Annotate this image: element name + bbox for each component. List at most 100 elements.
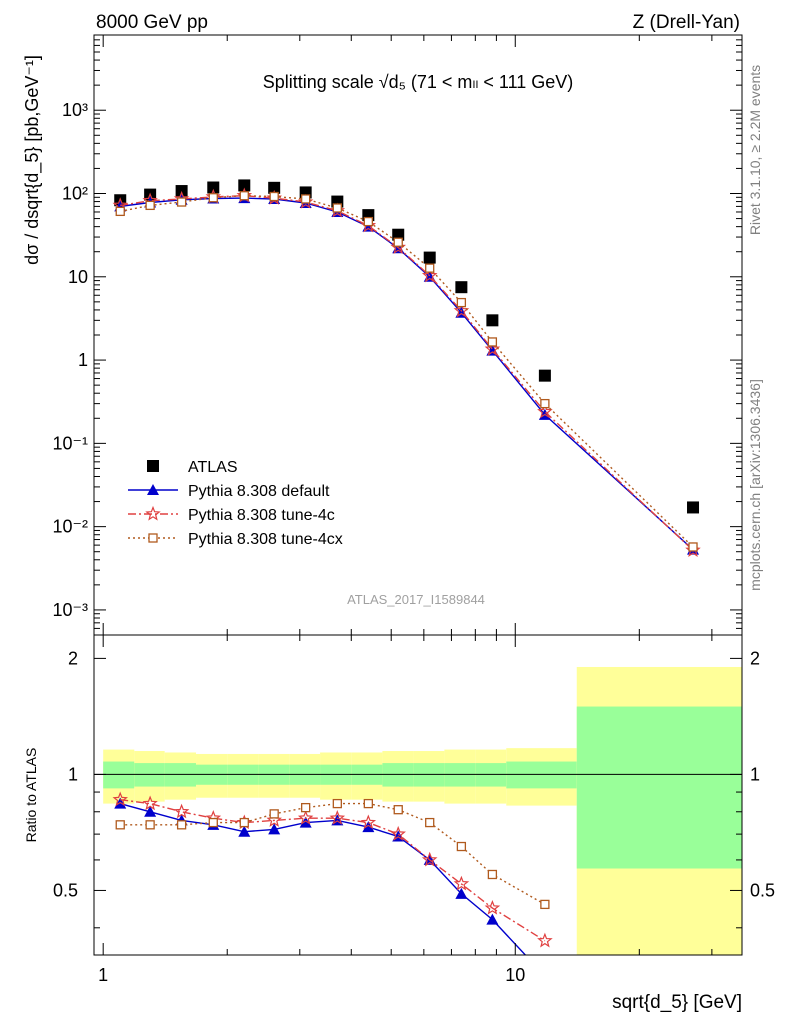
ratio-point-pythia-8-308-tune-4cx — [456, 841, 467, 852]
y-tick-label: 10 — [68, 267, 88, 287]
ratio-frame — [93, 634, 743, 956]
ratio-tick-label-left: 1 — [68, 764, 78, 784]
ratio-point-pythia-8-308-tune-4cx — [115, 820, 125, 830]
ratio-point-pythia-8-308-tune-4c — [297, 810, 314, 825]
data-point-pythia-8-308-tune-4cx — [487, 337, 498, 347]
data-point-pythia-8-308-tune-4cx — [688, 542, 698, 552]
ratio-point-pythia-8-308-tune-4c — [173, 803, 190, 819]
data-point-atlas — [486, 314, 499, 327]
data-point-pythia-8-308-tune-4c — [484, 341, 501, 356]
y-tick-label: 10⁻² — [52, 517, 88, 537]
data-point-pythia-8-308-tune-4cx — [456, 297, 467, 308]
ratio-point-pythia-8-308-default — [144, 805, 157, 817]
y-tick-label: 10³ — [62, 100, 88, 120]
data-point-pythia-8-308-tune-4cx — [269, 191, 279, 202]
ratio-tick-label-right: 1 — [750, 764, 760, 784]
ratio-uncertainty-bands — [94, 666, 742, 955]
chart-title: Splitting scale √d₅ (71 < mₗₗ < 111 GeV) — [263, 72, 574, 92]
data-point-pythia-8-308-tune-4cx — [393, 237, 403, 247]
ratio-point-pythia-8-308-tune-4c — [537, 932, 553, 948]
y-tick-label: 1 — [78, 350, 88, 370]
axes-group: 10⁻³ 10⁻² 10⁻¹ 1 10 10² 10³ 1 10 0.5 0.5 1 1 2 2 — [52, 34, 775, 985]
ratio-line-pythia-8-308-default — [120, 802, 527, 955]
ratio-point-pythia-8-308-tune-4c — [360, 814, 377, 830]
ratio-point-pythia-8-308-default — [362, 821, 375, 833]
data-point-pythia-8-308-tune-4cx — [239, 191, 249, 201]
legend: ATLAS Pythia 8.308 default Pythia 8.308 tu… — [128, 459, 343, 548]
analysis-label: ATLAS_2017_I1589844 — [347, 592, 485, 607]
legend-marker-pythia-8-308-tune-4cx — [148, 533, 158, 543]
data-point-pythia-8-308-tune-4cx — [208, 193, 218, 203]
data-point-atlas — [687, 501, 700, 514]
data-point-pythia-8-308-tune-4cx — [145, 200, 155, 211]
data-point-pythia-8-308-tune-4cx — [115, 206, 125, 217]
main-series-group — [112, 179, 701, 557]
data-point-pythia-8-308-tune-4cx — [425, 263, 435, 273]
legend-marker-pythia-8-308-default — [147, 484, 159, 495]
ratio-point-pythia-8-308-tune-4cx — [393, 805, 403, 815]
x-tick-label: 1 — [98, 965, 108, 985]
ratio-point-pythia-8-308-tune-4c — [142, 795, 158, 811]
data-point-pythia-8-308-tune-4cx — [176, 197, 187, 207]
ratio-point-pythia-8-308-default — [238, 825, 251, 837]
header-right: Z (Drell-Yan) — [633, 12, 740, 33]
ratio-point-pythia-8-308-tune-4c — [112, 791, 128, 807]
y-tick-label: 10⁻¹ — [52, 433, 88, 453]
ratio-point-pythia-8-308-tune-4c — [453, 875, 470, 891]
band-green — [103, 761, 135, 789]
legend-marker-atlas — [147, 460, 159, 472]
side-label-rivet: Rivet 3.1.10, ≥ 2.2M events — [747, 65, 763, 235]
ratio-point-pythia-8-308-default — [486, 913, 499, 925]
ratio-point-pythia-8-308-tune-4cx — [487, 869, 498, 880]
ratio-point-pythia-8-308-tune-4c — [484, 899, 501, 915]
ratio-point-pythia-8-308-default — [299, 816, 312, 828]
ratio-point-pythia-8-308-default — [539, 970, 551, 981]
header-left: 8000 GeV pp — [96, 12, 208, 33]
data-point-atlas — [423, 251, 436, 264]
ratio-point-pythia-8-308-tune-4cx — [540, 899, 550, 910]
data-point-pythia-8-308-tune-4cx — [540, 398, 550, 409]
legend-label-pythia-8-308-tune-4cx: Pythia 8.308 tune-4cx — [188, 531, 343, 548]
data-point-pythia-8-308-tune-4cx — [332, 203, 342, 213]
x-axis-label: sqrt{d_5} [GeV] — [612, 992, 742, 1013]
x-tick-label: 10 — [505, 965, 525, 985]
data-point-atlas — [538, 369, 551, 382]
ratio-y-axis-label: Ratio to ATLAS — [23, 748, 39, 843]
ratio-point-pythia-8-308-tune-4cx — [363, 798, 373, 809]
ratio-point-pythia-8-308-tune-4cx — [425, 817, 435, 828]
ratio-point-pythia-8-308-tune-4cx — [176, 820, 187, 830]
ratio-point-pythia-8-308-tune-4c — [329, 810, 346, 825]
ratio-point-pythia-8-308-default — [268, 823, 281, 835]
data-point-pythia-8-308-tune-4c — [421, 267, 438, 283]
data-point-atlas — [268, 181, 281, 194]
y-tick-label: 10² — [62, 184, 88, 204]
ratio-point-pythia-8-308-default — [455, 887, 468, 899]
ratio-line-pythia-8-308-tune-4cx — [120, 802, 546, 906]
series-line-pythia-8-308-tune-4cx — [120, 194, 694, 548]
y-tick-label: 10⁻³ — [52, 600, 88, 620]
data-point-atlas — [455, 281, 468, 294]
ratio-point-pythia-8-308-tune-4cx — [301, 802, 311, 813]
ratio-tick-label-right: 0.5 — [750, 880, 775, 900]
ratio-point-pythia-8-308-tune-4cx — [208, 817, 218, 828]
ratio-tick-label-left: 2 — [68, 648, 78, 668]
legend-label-pythia-8-308-tune-4c: Pythia 8.308 tune-4c — [188, 507, 335, 524]
band-green — [506, 761, 577, 789]
band-green — [576, 706, 742, 869]
ratio-point-pythia-8-308-tune-4cx — [145, 820, 155, 830]
y-axis-label: dσ / dsqrt{d_5} [pb,GeV⁻¹] — [22, 55, 43, 265]
side-label-mcplots: mcplots.cern.ch [arXiv:1306.3436] — [747, 379, 763, 591]
ratio-line-pythia-8-308-tune-4c — [120, 799, 546, 942]
ratio-point-pythia-8-308-tune-4c — [266, 812, 283, 827]
ratio-point-pythia-8-308-tune-4cx — [332, 798, 342, 809]
legend-label-pythia-8-308-default: Pythia 8.308 default — [188, 483, 330, 500]
ratio-point-pythia-8-308-tune-4c — [421, 851, 438, 867]
legend-marker-pythia-8-308-tune-4c — [145, 505, 161, 521]
ratio-tick-label-right: 2 — [750, 648, 760, 668]
data-point-pythia-8-308-tune-4c — [537, 403, 553, 419]
ratio-point-pythia-8-308-tune-4c — [390, 825, 406, 841]
data-point-pythia-8-308-tune-4c — [329, 202, 346, 218]
data-point-pythia-8-308-tune-4c — [685, 542, 701, 557]
